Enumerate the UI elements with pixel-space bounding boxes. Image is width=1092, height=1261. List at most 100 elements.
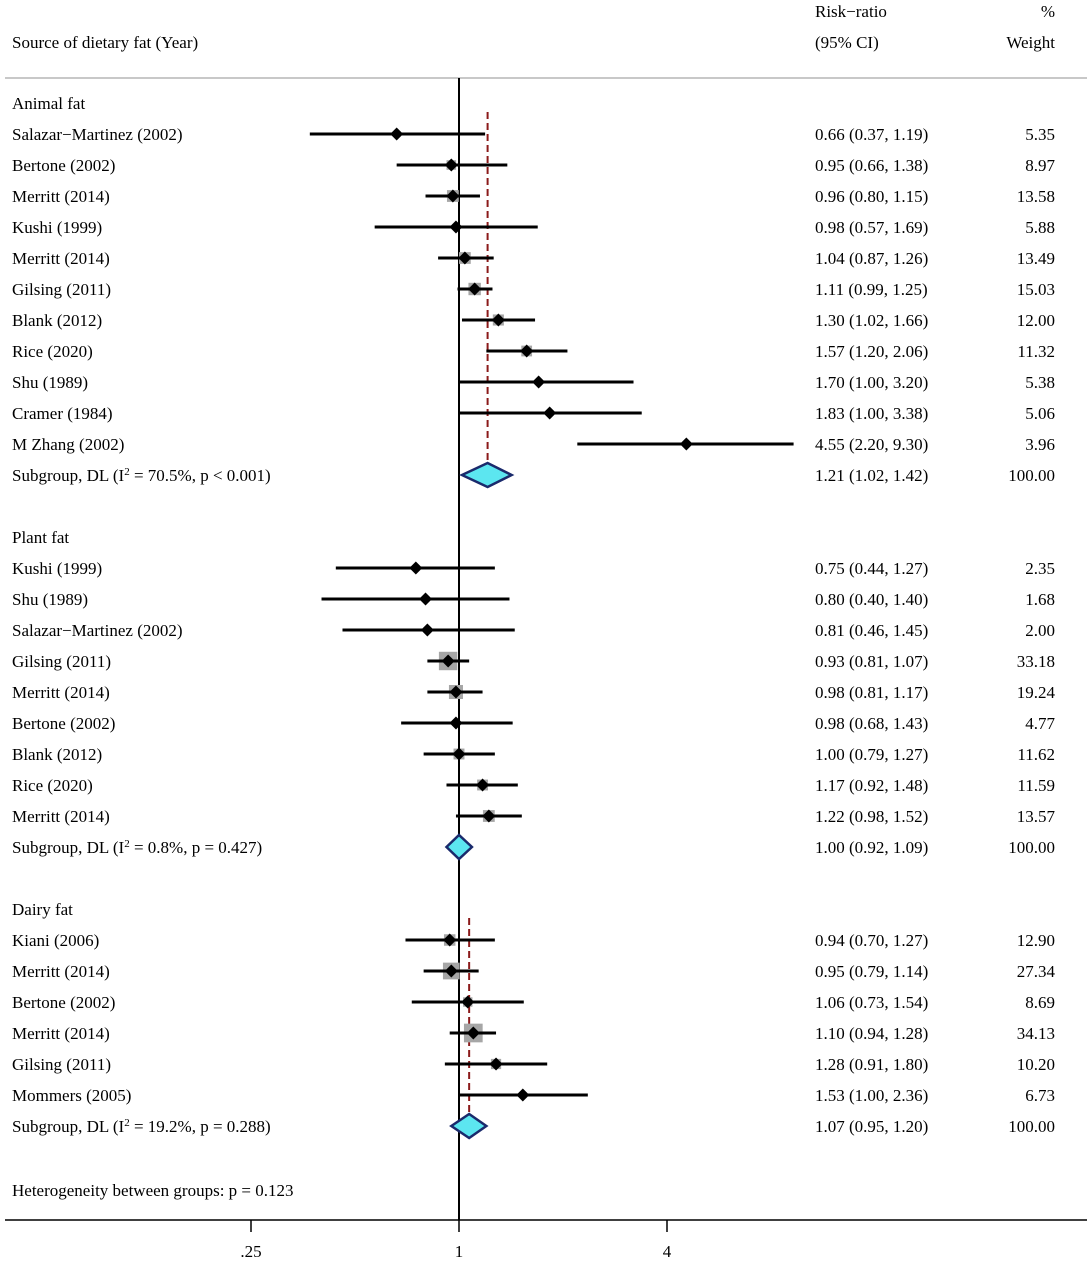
point-estimate-marker <box>443 933 457 947</box>
weight-value: 5.38 <box>1025 373 1055 392</box>
study-row: Gilsing (2011) 1.11 (0.99, 1.25) 15.03 <box>12 280 1055 299</box>
study-label: Mommers (2005) <box>12 1086 131 1105</box>
point-estimate-marker <box>489 1057 503 1071</box>
study-label: Kushi (1999) <box>12 559 102 578</box>
ci-text: 1.57 (1.20, 2.06) <box>815 342 928 361</box>
study-row: Salazar−Martinez (2002) 0.66 (0.37, 1.19)… <box>12 125 1055 144</box>
weight-value: 33.18 <box>1017 652 1055 671</box>
x-tick-label: .25 <box>240 1242 261 1261</box>
study-label: Kiani (2006) <box>12 931 99 950</box>
ci-text: 0.95 (0.66, 1.38) <box>815 156 928 175</box>
point-estimate-marker <box>491 313 505 327</box>
study-row: Kushi (1999) 0.75 (0.44, 1.27) 2.35 <box>12 559 1055 578</box>
ci-text: 0.75 (0.44, 1.27) <box>815 559 928 578</box>
point-estimate-marker <box>444 158 458 172</box>
point-estimate-marker <box>468 282 482 296</box>
study-row: Bertone (2002) 0.98 (0.68, 1.43) 4.77 <box>12 714 1056 733</box>
ci-text: 1.04 (0.87, 1.26) <box>815 249 928 268</box>
study-row: Kiani (2006) 0.94 (0.70, 1.27) 12.90 <box>12 931 1055 950</box>
group-dairy-fat: Dairy fat Kiani (2006) 0.94 (0.70, 1.27) 12… <box>12 900 1056 1140</box>
ci-text: 1.00 (0.92, 1.09) <box>815 838 928 857</box>
weight-value: 13.49 <box>1017 249 1055 268</box>
point-estimate-marker <box>446 189 460 203</box>
study-label: Merritt (2014) <box>12 807 110 826</box>
point-estimate-marker <box>449 685 463 699</box>
weight-value: 100.00 <box>1008 466 1055 485</box>
point-estimate-marker <box>409 561 423 575</box>
subgroup-summary-diamond <box>444 833 474 861</box>
subgroup-row: Subgroup, DL (I2 = 0.8%, p = 0.427) 1.00 … <box>12 833 1055 861</box>
study-label: Rice (2020) <box>12 342 93 361</box>
weight-value: 4.77 <box>1025 714 1055 733</box>
ci-text: 1.07 (0.95, 1.20) <box>815 1117 928 1136</box>
x-tick-label: 1 <box>455 1242 464 1261</box>
study-row: Gilsing (2011) 0.93 (0.81, 1.07) 33.18 <box>12 651 1055 671</box>
ci-text: 1.00 (0.79, 1.27) <box>815 745 928 764</box>
study-row: M Zhang (2002) 4.55 (2.20, 9.30) 3.96 <box>12 435 1055 454</box>
study-row: Merritt (2014) 0.98 (0.81, 1.17) 19.24 <box>12 683 1056 702</box>
group-title: Dairy fat <box>12 900 73 919</box>
ci-text: 1.17 (0.92, 1.48) <box>815 776 928 795</box>
ci-text: 1.21 (1.02, 1.42) <box>815 466 928 485</box>
weight-value: 6.73 <box>1025 1086 1055 1105</box>
study-label: Salazar−Martinez (2002) <box>12 621 183 640</box>
ci-text: 0.96 (0.80, 1.15) <box>815 187 928 206</box>
point-estimate-marker <box>476 778 490 792</box>
point-estimate-marker <box>543 406 557 420</box>
ci-text: 1.11 (0.99, 1.25) <box>815 280 928 299</box>
study-row: Bertone (2002) 1.06 (0.73, 1.54) 8.69 <box>12 993 1055 1012</box>
point-estimate-marker <box>520 344 534 358</box>
study-row: Mommers (2005) 1.53 (1.00, 2.36) 6.73 <box>12 1086 1055 1105</box>
ci-text: 1.70 (1.00, 3.20) <box>815 373 928 392</box>
study-row: Shu (1989) 0.80 (0.40, 1.40) 1.68 <box>12 590 1055 609</box>
point-estimate-marker <box>679 437 693 451</box>
weight-value: 12.90 <box>1017 931 1055 950</box>
weight-value: 3.96 <box>1025 435 1055 454</box>
study-row: Merritt (2014) 1.04 (0.87, 1.26) 13.49 <box>12 249 1055 268</box>
subgroup-row: Subgroup, DL (I2 = 19.2%, p = 0.288) 1.07… <box>12 1112 1055 1140</box>
ci-text: 0.66 (0.37, 1.19) <box>815 125 928 144</box>
ci-text: 0.93 (0.81, 1.07) <box>815 652 928 671</box>
point-estimate-marker <box>466 1026 480 1040</box>
weight-value: 2.35 <box>1025 559 1055 578</box>
study-row: Merritt (2014) 1.22 (0.98, 1.52) 13.57 <box>12 807 1056 826</box>
subgroup-summary-diamond <box>449 1112 489 1140</box>
study-label: Merritt (2014) <box>12 683 110 702</box>
study-row: Merritt (2014) 0.95 (0.79, 1.14) 27.34 <box>12 962 1056 981</box>
ci-text: 0.80 (0.40, 1.40) <box>815 590 928 609</box>
study-row: Shu (1989) 1.70 (1.00, 3.20) 5.38 <box>12 373 1055 392</box>
point-estimate-marker <box>420 623 434 637</box>
ci-text: 1.53 (1.00, 2.36) <box>815 1086 928 1105</box>
study-label: Merritt (2014) <box>12 249 110 268</box>
study-label: Gilsing (2011) <box>12 280 111 299</box>
subgroup-row: Subgroup, DL (I2 = 70.5%, p < 0.001) 1.21… <box>12 461 1055 489</box>
study-label: M Zhang (2002) <box>12 435 124 454</box>
study-label: Shu (1989) <box>12 373 88 392</box>
study-row: Merritt (2014) 1.10 (0.94, 1.28) 34.13 <box>12 1023 1055 1043</box>
point-estimate-marker <box>532 375 546 389</box>
study-row: Rice (2020) 1.17 (0.92, 1.48) 11.59 <box>12 776 1055 795</box>
header-risk-ratio: Risk−ratio <box>815 2 887 21</box>
study-row: Cramer (1984) 1.83 (1.00, 3.38) 5.06 <box>12 404 1055 423</box>
study-label: Shu (1989) <box>12 590 88 609</box>
study-label: Merritt (2014) <box>12 962 110 981</box>
study-row: Blank (2012) 1.00 (0.79, 1.27) 11.62 <box>12 745 1055 764</box>
point-estimate-marker <box>452 747 466 761</box>
subgroup-summary-diamond <box>459 461 515 489</box>
ci-text: 1.22 (0.98, 1.52) <box>815 807 928 826</box>
weight-value: 10.20 <box>1017 1055 1055 1074</box>
weight-value: 5.06 <box>1025 404 1055 423</box>
point-estimate-marker <box>441 654 455 668</box>
header-weight: Weight <box>1006 33 1055 52</box>
footer-heterogeneity: Heterogeneity between groups: p = 0.123 <box>12 1181 294 1200</box>
study-label: Blank (2012) <box>12 311 102 330</box>
ci-text: 1.30 (1.02, 1.66) <box>815 311 928 330</box>
group-title: Plant fat <box>12 528 69 547</box>
study-label: Bertone (2002) <box>12 993 115 1012</box>
ci-text: 1.06 (0.73, 1.54) <box>815 993 928 1012</box>
x-tick-label: 4 <box>663 1242 672 1261</box>
weight-value: 100.00 <box>1008 838 1055 857</box>
ci-text: 0.98 (0.81, 1.17) <box>815 683 928 702</box>
weight-value: 100.00 <box>1008 1117 1055 1136</box>
